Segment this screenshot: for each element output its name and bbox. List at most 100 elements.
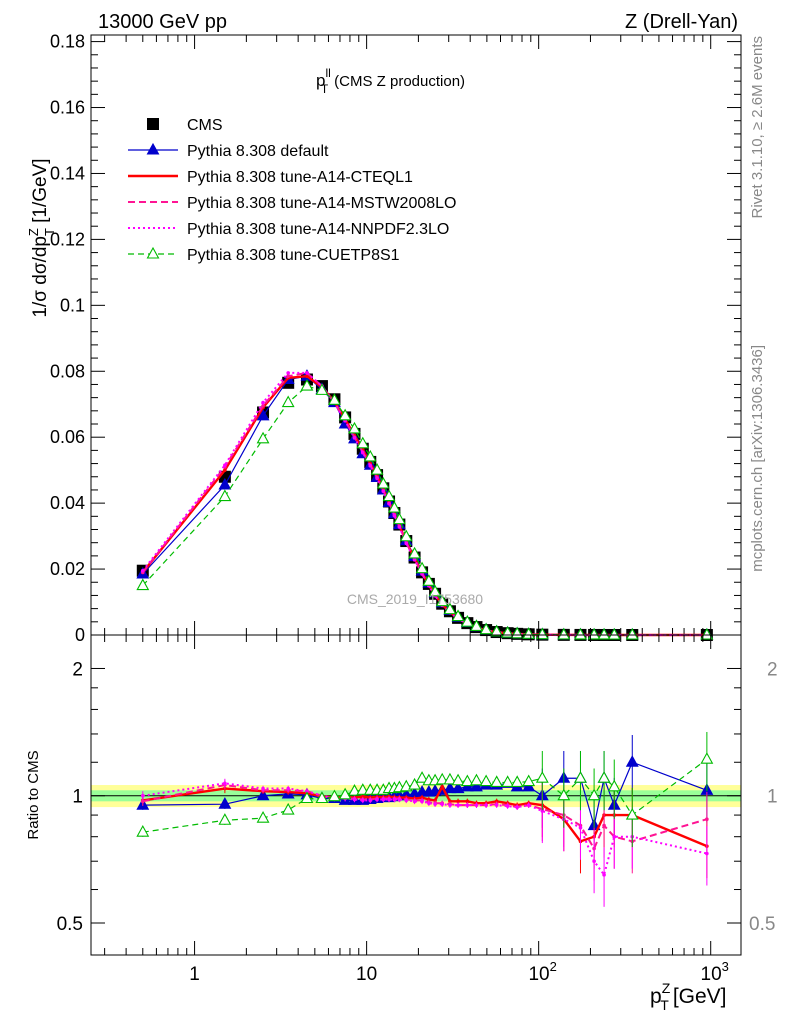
point-nnpdf	[392, 513, 397, 518]
header-right: Z (Drell-Yan)	[625, 11, 738, 33]
x-tick-base: 10	[701, 964, 722, 985]
point-nnpdf	[261, 400, 265, 405]
xtick-labels: 1 10 102 103	[189, 959, 729, 985]
ratio-point-default	[218, 797, 232, 809]
x-tick-exp: 3	[722, 959, 729, 974]
ratio-point-cteql1	[360, 794, 365, 799]
ratio-y-tick-label-right: 2	[767, 659, 778, 680]
ratio-point-cuetp	[587, 788, 601, 801]
ratio-series-layer	[136, 731, 714, 907]
ratio-point-cuetp	[348, 784, 361, 796]
ratio-point-nnpdf	[223, 781, 227, 786]
y-tick-label: 0.12	[50, 229, 85, 249]
y-tick-label: 0	[75, 625, 85, 645]
ratio-point-cuetp	[700, 752, 714, 764]
legend-label-nnpdf: Pythia 8.308 tune-A14-NNPDF2.3LO	[187, 221, 449, 238]
legend-entry-cteql1: Pythia 8.308 tune-A14-CTEQL1	[128, 169, 413, 186]
ratio-point-nnpdf	[526, 803, 531, 807]
point-cuetp	[387, 500, 401, 513]
ratio-point-cuetp	[557, 788, 571, 801]
ratio-point-default	[443, 781, 457, 794]
point-nnpdf	[360, 450, 365, 455]
xlabel-sup: Z	[662, 980, 671, 996]
ratio-point-cuetp	[470, 773, 483, 786]
xlabel-sub: T	[660, 997, 669, 1013]
point-nnpdf	[375, 476, 379, 481]
point-cuetp	[522, 627, 536, 639]
main-axis-ticks	[91, 35, 741, 636]
point-cuetp	[557, 627, 571, 640]
point-cuetp	[356, 436, 370, 449]
ratio-point-nnpdf	[427, 801, 431, 806]
ratio-point-cuetp	[281, 802, 295, 815]
point-nnpdf	[223, 463, 227, 468]
legend-entry-nnpdf: Pythia 8.308 tune-A14-NNPDF2.3LO	[128, 221, 449, 238]
point-nnpdf	[368, 464, 373, 468]
legend-marker-cuetp	[146, 246, 160, 259]
xaxis-label: pZ T [GeV]	[650, 980, 727, 1013]
point-cuetp	[460, 615, 474, 627]
ratio-point-cteql1	[440, 784, 445, 789]
ratio-point-nnpdf	[261, 786, 265, 791]
header-left: 13000 GeV pp	[98, 11, 227, 33]
ratio-point-cteql1	[420, 795, 424, 800]
ratio-y-tick-label-right: 1	[767, 787, 778, 808]
ratio-point-nnpdf	[381, 797, 386, 802]
point-nnpdf	[412, 558, 417, 562]
point-cuetp	[392, 512, 406, 525]
legend-label-mstw: Pythia 8.308 tune-A14-MSTW2008LO	[187, 195, 456, 212]
ratio-point-nnpdf	[404, 798, 409, 803]
point-nnpdf	[352, 436, 357, 440]
main-ytick-labels: 0 0.02 0.04 0.06 0.08 0.1 0.12 0.14 0.16 0.18	[50, 32, 85, 645]
ratio-frame	[90, 634, 742, 956]
point-cuetp	[415, 561, 429, 574]
point-cuetp	[256, 431, 270, 444]
x-tick-base: 10	[528, 964, 549, 985]
ratio-point-cteql1	[456, 799, 460, 804]
point-mstw	[261, 404, 265, 408]
point-cuetp	[470, 619, 483, 631]
y-tick-label: 0.06	[50, 427, 85, 447]
point-cteql1	[305, 374, 309, 379]
point-nnpdf	[397, 525, 402, 529]
ratio-point-nnpdf	[375, 797, 379, 802]
legend-marker-cms	[147, 118, 159, 130]
legend-entry-mstw: Pythia 8.308 tune-A14-MSTW2008LO	[128, 195, 456, 212]
svg-text:pZT[GeV]: pZ T [GeV]	[650, 980, 727, 1013]
ratio-point-nnpdf	[515, 805, 519, 809]
ratio-point-nnpdf	[392, 797, 397, 802]
point-cuetp	[408, 546, 422, 559]
point-cuetp	[348, 421, 361, 434]
point-cuetp	[422, 574, 436, 586]
ratio-point-nnpdf	[592, 859, 596, 864]
point-nnpdf	[140, 568, 145, 573]
point-cuetp	[535, 627, 549, 640]
ratio-y-tick-label: 0.5	[57, 914, 83, 935]
title-rest: (CMS Z production)	[334, 73, 465, 90]
ratio-point-cuetp	[597, 771, 611, 783]
point-cuetp	[607, 627, 621, 640]
point-cuetp	[490, 624, 504, 637]
point-cuetp	[443, 602, 457, 615]
x-tick-exp: 2	[550, 959, 557, 974]
ratio-point-nnpdf	[305, 789, 309, 793]
mcplots-label: mcplots.cern.ch [arXiv:1306.3436]	[749, 345, 766, 572]
point-cuetp	[382, 489, 396, 502]
ratio-point-cuetp	[607, 779, 621, 792]
y-tick-label: 0.1	[60, 295, 85, 315]
point-cuetp	[435, 594, 449, 607]
main-ylabel: 1/σ dσ/dpTZ [1/GeV]	[26, 158, 57, 317]
ratio-point-mstw	[140, 799, 145, 804]
ratio-point-nnpdf	[465, 803, 470, 807]
title-sup: ll	[325, 66, 330, 80]
point-cuetp	[315, 383, 329, 395]
ratio-point-default	[451, 781, 465, 794]
ratio-point-nnpdf	[433, 802, 437, 806]
point-cuetp	[574, 627, 587, 640]
ratio-point-cuetp	[522, 774, 536, 787]
point-cuetp	[370, 463, 384, 475]
ratio-point-cteql1	[494, 799, 499, 804]
ratio-panel: 0.5 0.5 1 1 2 2	[57, 634, 778, 956]
point-cuetp	[451, 609, 465, 622]
